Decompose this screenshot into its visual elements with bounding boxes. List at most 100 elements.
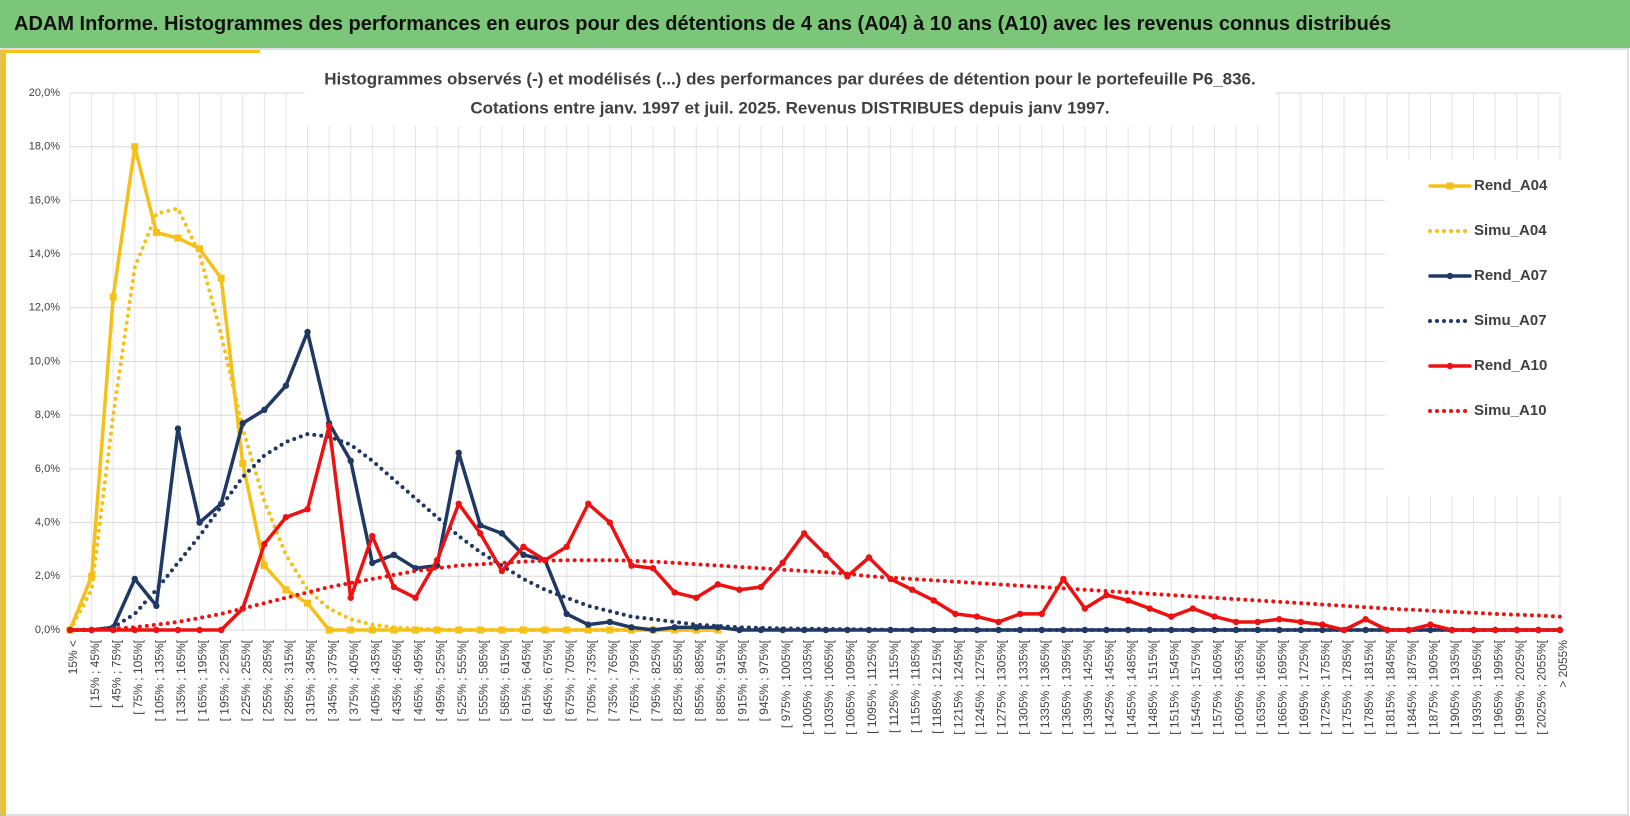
observed-line <box>68 330 1562 632</box>
x-tick-label: [ 255% ; 285%[ <box>261 639 275 721</box>
x-tick-label: [ 1695% ; 1725%[ <box>1297 639 1311 734</box>
marker <box>261 406 268 414</box>
marker <box>908 586 916 593</box>
marker <box>779 559 786 567</box>
chart-border <box>0 48 1629 816</box>
y-tick-label: 6,0% <box>35 463 60 475</box>
y-tick-label: 20,0% <box>29 87 60 99</box>
marker <box>1470 626 1477 634</box>
marker <box>1319 621 1326 628</box>
marker <box>261 540 268 548</box>
x-tick-label: [ 315% ; 345%[ <box>304 639 318 721</box>
legend-label: Rend_A07 <box>1474 267 1547 284</box>
grid <box>69 92 1561 631</box>
x-tick-label: [ 1635% ; 1665%[ <box>1254 639 1268 734</box>
marker <box>952 626 959 634</box>
header-title: ADAM Informe. Histogrammes des performan… <box>14 13 1392 35</box>
marker <box>304 328 311 336</box>
x-tick-label: [ 1815% ; 1845%[ <box>1383 639 1397 734</box>
marker <box>131 143 139 151</box>
marker <box>196 519 203 526</box>
marker <box>477 522 484 529</box>
marker <box>520 543 527 550</box>
x-tick-label: [ 765% ; 795%[ <box>628 639 642 721</box>
x-tick-label: [ 1335% ; 1365%[ <box>1038 639 1052 734</box>
marker <box>282 514 290 521</box>
x-tick-label: [ 555% ; 585%[ <box>476 639 490 721</box>
marker <box>1448 626 1456 634</box>
marker <box>693 594 700 601</box>
marker <box>563 610 570 618</box>
marker <box>282 382 290 389</box>
marker <box>606 519 614 526</box>
marker <box>1232 618 1240 626</box>
x-tick-label: [ 585% ; 615%[ <box>498 639 512 721</box>
x-tick-label: [ 795% ; 825%[ <box>649 639 663 721</box>
legend-label: Simu_A04 <box>1474 222 1547 239</box>
marker <box>1168 613 1175 620</box>
x-tick-label: [ 1725% ; 1755%[ <box>1319 639 1333 734</box>
marker <box>174 425 182 432</box>
x-tick-label: [ 75% ; 105%[ <box>131 639 145 714</box>
marker <box>693 624 700 631</box>
marker <box>196 245 204 253</box>
marker <box>152 229 160 237</box>
marker <box>390 626 398 634</box>
marker <box>1405 626 1413 634</box>
marker <box>239 420 246 427</box>
marker <box>1340 626 1348 634</box>
marker <box>1492 626 1499 634</box>
marker <box>1038 610 1045 618</box>
marker <box>239 460 247 468</box>
marker <box>1535 626 1542 634</box>
x-tick-label: 15% < <box>66 640 80 674</box>
marker <box>649 626 657 634</box>
x-tick-label: [ 1035% ; 1065%[ <box>822 639 836 734</box>
x-tick-label: [ 975% ; 1005%[ <box>779 639 793 728</box>
x-tick-label: [ 1905% ; 1935%[ <box>1448 639 1462 734</box>
marker <box>1016 610 1024 618</box>
x-tick-label: [ 735% ; 765%[ <box>606 639 620 721</box>
x-tick-label: [ 645% ; 675%[ <box>541 639 555 721</box>
marker <box>260 562 268 570</box>
marker <box>455 626 463 634</box>
x-tick-label: [ 1365% ; 1395%[ <box>1060 639 1074 734</box>
title-background <box>305 64 1275 126</box>
marker <box>153 626 160 634</box>
x-tick-label: [ 1935% ; 1965%[ <box>1470 639 1484 734</box>
marker <box>498 626 506 634</box>
x-tick-label: [ 375% ; 405%[ <box>347 639 361 721</box>
marker <box>865 554 873 561</box>
x-tick-label: [ 1125% ; 1155%[ <box>887 639 901 733</box>
x-tick-label: [ 885% ; 915%[ <box>714 639 728 721</box>
marker <box>973 626 981 634</box>
marker <box>822 551 829 559</box>
x-tick-label: [ 915% ; 945%[ <box>736 639 750 721</box>
marker <box>1513 626 1521 634</box>
x-tick-label: [ 105% ; 135%[ <box>153 639 167 721</box>
marker <box>1211 626 1218 634</box>
x-tick-label: > 2055% <box>1556 640 1570 688</box>
x-tick-label: [ 405% ; 435%[ <box>368 639 382 721</box>
marker <box>174 234 182 242</box>
marker <box>196 626 203 634</box>
x-tick-label: [ 1185% ; 1215%[ <box>930 639 944 734</box>
chart-background <box>0 48 1630 816</box>
marker <box>369 559 376 567</box>
marker <box>585 621 592 628</box>
x-tick-label: [ 165% ; 195%[ <box>196 639 210 721</box>
marker <box>325 422 333 430</box>
marker <box>736 586 743 593</box>
marker <box>1254 618 1261 626</box>
x-tick-label: [ 1485% ; 1515%[ <box>1146 639 1160 734</box>
x-tick-label: [ 195% ; 225%[ <box>217 639 231 721</box>
x-tick-label: [ 1515% ; 1545%[ <box>1167 639 1181 734</box>
legend-background <box>1385 160 1590 496</box>
y-tick-label: 16,0% <box>29 194 60 206</box>
marker <box>304 599 312 607</box>
x-tick-label: [ 345% ; 375%[ <box>325 639 339 721</box>
marker <box>519 626 527 634</box>
marker <box>1362 616 1369 623</box>
legend-marker <box>1446 362 1454 370</box>
marker <box>412 594 419 601</box>
